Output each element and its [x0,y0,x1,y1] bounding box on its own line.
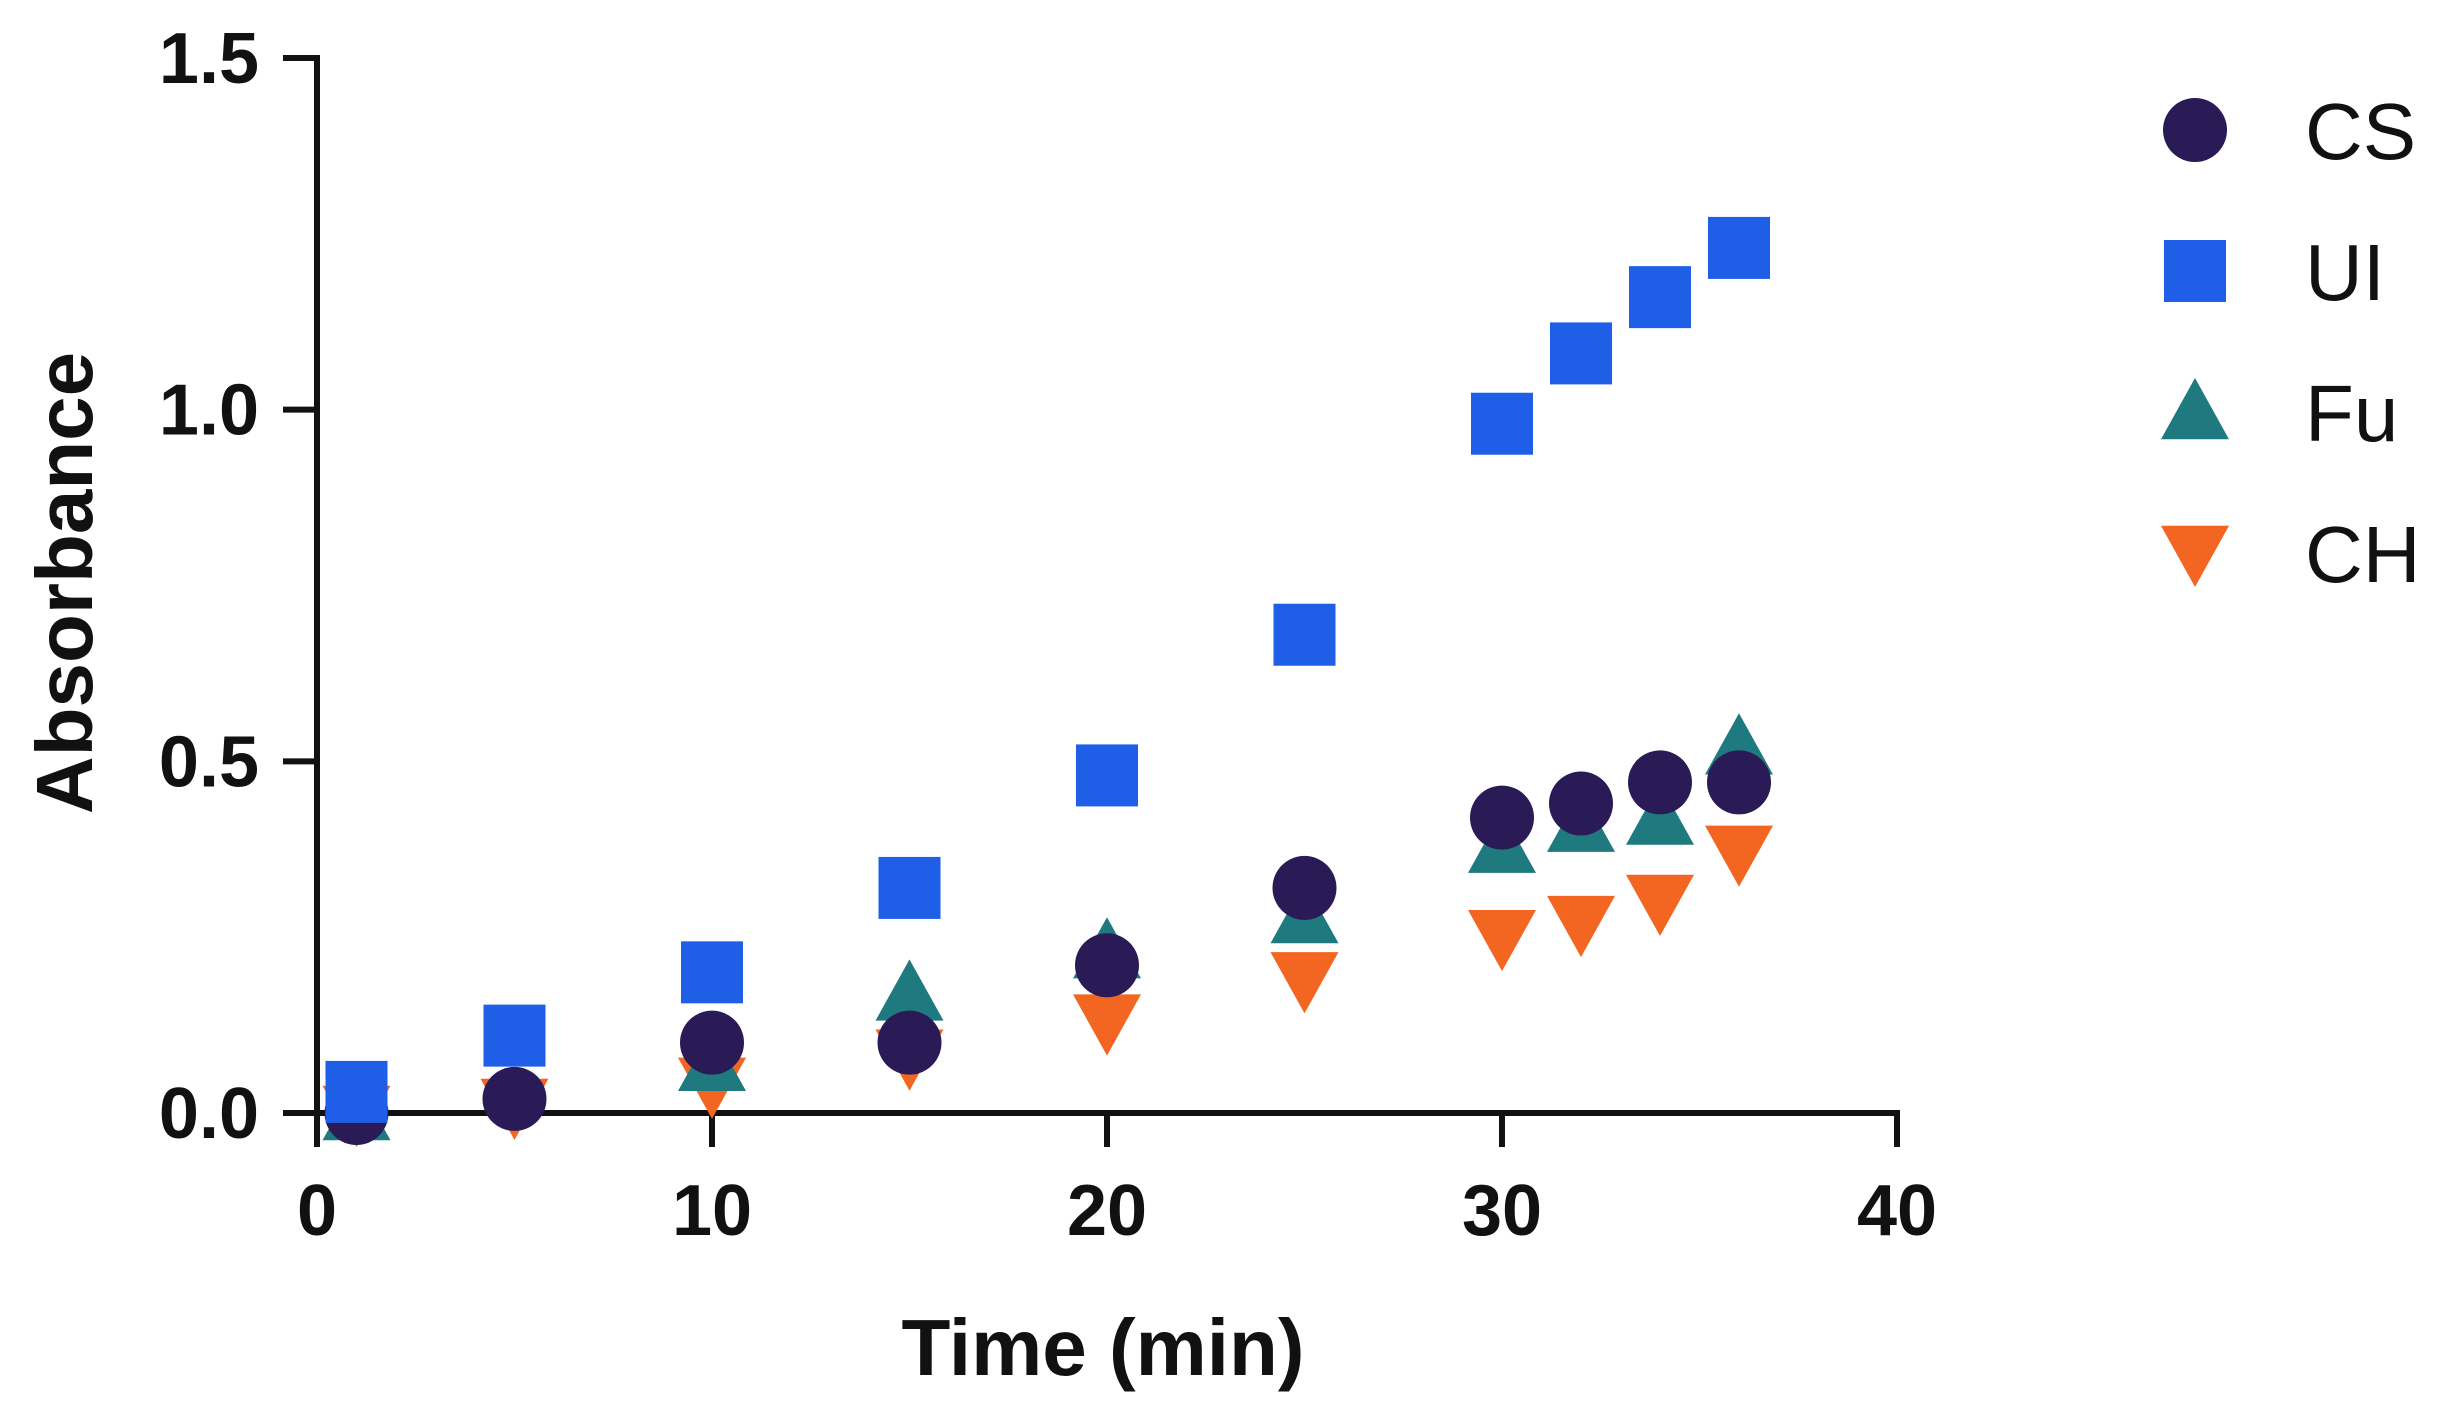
data-point-ui [1076,744,1138,807]
plot-markers [322,216,1773,1147]
data-point-ui [483,1004,546,1067]
data-point-ui [878,856,941,919]
legend-marker-fu [2161,378,2229,440]
y-tick-label: 0.5 [159,722,259,802]
legend-label: CS [2305,87,2416,176]
data-point-ui [1629,266,1691,329]
data-point-ui [325,1060,388,1123]
data-point-cs [877,1010,942,1075]
legend-item-fu: Fu [2161,369,2398,458]
data-point-cs [1628,750,1692,815]
data-point-ch [1547,895,1615,958]
series-fu [322,713,1773,1141]
data-point-cs [1470,785,1534,850]
data-point-cs [1549,771,1613,836]
x-tick-label: 10 [672,1171,752,1251]
legend-label: Fu [2305,369,2398,458]
data-point-ui [1273,603,1336,666]
y-axis-title: Absorbance [20,352,109,814]
data-point-cs [1707,750,1771,815]
series-cs [324,750,1771,1145]
data-point-ch [1073,994,1141,1056]
x-tick-label: 40 [1857,1171,1937,1251]
data-point-cs [482,1066,547,1131]
legend-label: UI [2305,228,2385,317]
series-ui [325,216,1770,1123]
y-tick-label: 1.5 [159,19,259,99]
legend-item-ui: UI [2164,228,2385,317]
data-point-cs [680,1010,744,1075]
legend-item-ch: CH [2161,510,2421,599]
data-point-ui [1708,216,1770,279]
data-point-ui [681,941,743,1004]
y-tick-label: 1.0 [159,371,259,451]
data-point-fu [875,959,944,1021]
data-point-ch [1468,909,1536,972]
data-point-ch [1705,825,1773,887]
x-tick-label: 30 [1462,1171,1542,1251]
data-point-cs [1272,855,1337,920]
data-point-ch [1270,952,1339,1014]
y-tick-label: 0.0 [159,1074,259,1154]
legend-marker-cs [2163,98,2227,162]
legend: CS UI Fu CH [2161,87,2421,599]
legend-label: CH [2305,510,2421,599]
x-axis-title: Time (min) [901,1303,1304,1392]
legend-marker-ui [2164,240,2226,302]
data-point-ui [1471,392,1533,455]
legend-item-cs: CS [2163,87,2416,176]
data-point-ch [1626,874,1694,936]
x-tick-label: 20 [1067,1171,1147,1251]
x-tick-label: 0 [297,1171,337,1251]
axes: 0 10 20 30 40 0.0 0.5 1.0 1.5 [159,19,1937,1251]
data-point-cs [1075,933,1139,998]
data-point-ui [1550,322,1612,385]
legend-marker-ch [2161,525,2229,587]
